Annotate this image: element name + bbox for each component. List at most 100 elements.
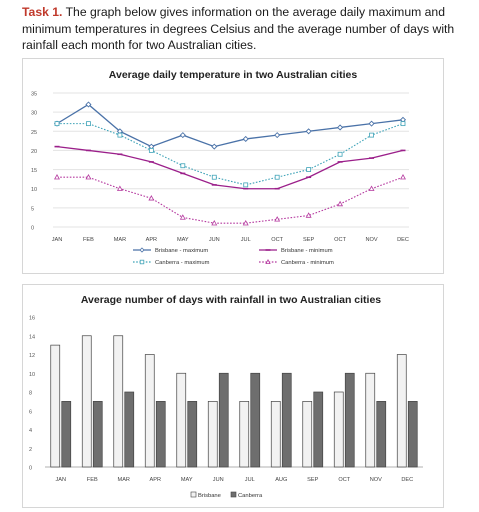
bar-canberra: [344, 372, 355, 468]
y-tick-label: 6: [29, 409, 32, 415]
bar-brisbane: [81, 335, 92, 468]
data-point-brisbane-maximum: [211, 143, 218, 150]
data-point-canberra-minimum: [148, 195, 155, 201]
data-point-canberra-minimum: [337, 200, 344, 207]
x-tick-label: MAY: [177, 237, 189, 243]
data-point-canberra-maximum: [274, 174, 280, 180]
x-tick-label: OCT: [334, 237, 346, 243]
legend-marker: [139, 259, 145, 265]
y-tick-label: 25: [31, 130, 37, 136]
data-point-canberra-minimum: [179, 214, 186, 220]
bar-canberra: [407, 401, 418, 468]
legend-label: Canberra: [238, 493, 263, 499]
bar-brisbane: [302, 401, 313, 468]
data-point-canberra-maximum: [306, 167, 312, 172]
data-point-canberra-minimum: [54, 173, 60, 180]
x-tick-label: FEB: [87, 477, 98, 483]
x-tick-label: NOV: [370, 477, 382, 483]
data-point-canberra-maximum: [243, 182, 249, 188]
bar-canberra: [281, 372, 292, 468]
temperature-chart-svg: Average daily temperature in two Austral…: [31, 69, 409, 266]
data-point-canberra-maximum: [86, 121, 91, 127]
x-tick-label: JAN: [55, 477, 66, 483]
y-tick-label: 10: [31, 187, 37, 193]
y-tick-label: 16: [29, 316, 35, 322]
bar-canberra: [250, 372, 261, 468]
rainfall-chart: Average number of days with rainfall in …: [22, 284, 444, 508]
y-tick-label: 15: [31, 168, 37, 174]
bar-canberra: [187, 401, 198, 468]
bar-canberra: [376, 401, 387, 468]
bar-brisbane: [270, 401, 281, 468]
bar-brisbane: [50, 344, 61, 468]
bar-brisbane: [144, 354, 155, 468]
y-tick-label: 20: [31, 149, 37, 155]
chart-title: Average daily temperature in two Austral…: [109, 69, 358, 81]
rainfall-chart-svg: Average number of days with rainfall in …: [29, 294, 423, 499]
data-point-canberra-minimum: [305, 212, 312, 218]
legend-swatch: [190, 491, 197, 498]
y-tick-label: 8: [29, 391, 32, 397]
data-point-brisbane-maximum: [305, 128, 312, 135]
legend-marker: [265, 258, 271, 265]
data-point-canberra-minimum: [400, 173, 406, 180]
data-point-canberra-minimum: [242, 219, 249, 226]
legend-label: Canberra - maximum: [155, 260, 210, 266]
series-line-canberra-minimum: [57, 176, 404, 224]
bar-brisbane: [176, 372, 187, 468]
legend-label: Canberra - minimum: [281, 260, 334, 266]
bar-canberra: [218, 372, 229, 468]
legend-marker: [139, 247, 145, 253]
bar-canberra: [124, 391, 135, 468]
x-tick-label: SEP: [307, 477, 318, 483]
legend-label: Brisbane - maximum: [155, 248, 208, 254]
y-tick-label: 2: [29, 447, 32, 453]
task-label: Task 1.: [22, 5, 63, 19]
y-tick-label: 5: [31, 206, 34, 212]
bar-canberra: [155, 401, 166, 468]
x-tick-label: JUN: [209, 237, 220, 243]
data-point-canberra-maximum: [400, 121, 406, 127]
data-point-canberra-minimum: [85, 173, 92, 180]
data-point-canberra-maximum: [117, 132, 123, 138]
x-tick-label: DEC: [397, 237, 409, 243]
bar-brisbane: [113, 335, 124, 468]
series-line-brisbane-maximum: [56, 103, 404, 148]
chart-title: Average number of days with rainfall in …: [81, 294, 381, 306]
data-point-canberra-maximum: [148, 148, 154, 153]
series-line-canberra-maximum: [57, 123, 404, 186]
x-tick-label: SEP: [303, 237, 314, 243]
bar-brisbane: [333, 391, 344, 468]
x-tick-label: JAN: [52, 237, 63, 243]
data-point-brisbane-maximum: [85, 101, 92, 108]
bar-brisbane: [239, 401, 250, 468]
x-tick-label: FEB: [83, 237, 94, 243]
data-point-canberra-minimum: [368, 185, 375, 191]
bar-brisbane: [207, 401, 218, 468]
data-point-canberra-minimum: [274, 216, 281, 222]
bar-canberra: [61, 401, 72, 468]
data-point-brisbane-maximum: [337, 124, 344, 131]
temperature-chart: Average daily temperature in two Austral…: [22, 58, 444, 274]
x-tick-label: OCT: [338, 477, 350, 483]
y-tick-label: 14: [29, 334, 35, 340]
y-tick-label: 0: [31, 226, 34, 232]
bar-brisbane: [396, 354, 407, 468]
x-tick-label: APR: [146, 237, 158, 243]
x-tick-label: MAY: [181, 477, 193, 483]
data-point-canberra-maximum: [369, 132, 374, 138]
task-text: The graph below gives information on the…: [22, 5, 455, 52]
y-tick-label: 4: [29, 428, 32, 434]
bar-brisbane: [365, 372, 376, 468]
y-tick-label: 35: [31, 92, 37, 98]
x-tick-label: MAR: [118, 477, 130, 483]
legend-label: Brisbane - minimum: [281, 248, 333, 254]
series-line-brisbane-minimum: [56, 145, 404, 190]
x-tick-label: DEC: [401, 477, 413, 483]
y-tick-label: 10: [29, 372, 35, 378]
x-tick-label: JUL: [245, 477, 255, 483]
y-tick-label: 30: [31, 111, 37, 117]
bar-canberra: [313, 391, 324, 468]
x-tick-label: JUL: [241, 237, 251, 243]
task-prompt: Task 1. The graph below gives informatio…: [22, 4, 462, 54]
